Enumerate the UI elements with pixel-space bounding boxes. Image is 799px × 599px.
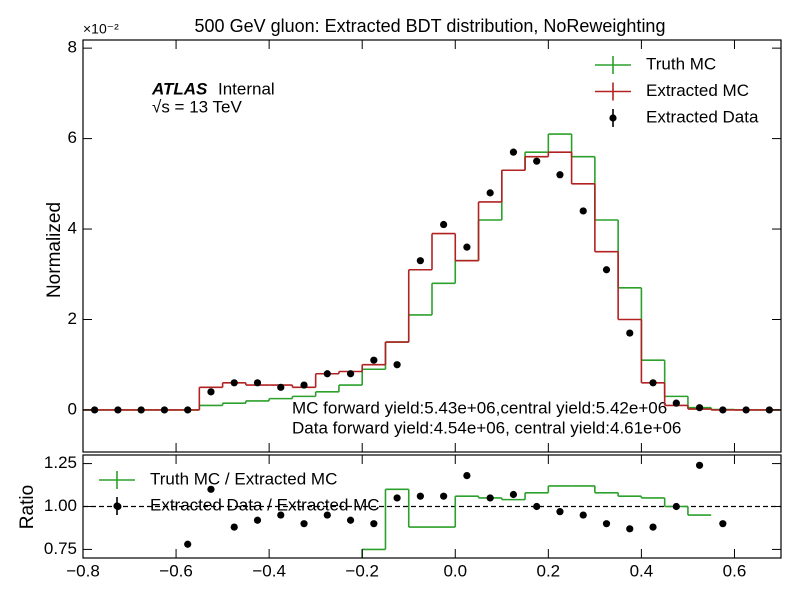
data-point [742,406,750,414]
data-point [626,525,634,533]
x-tick-label: 0.6 [723,561,747,580]
data-point [533,502,541,511]
ratio-axis-label: Ratio [17,485,38,529]
ratio-plot-area [83,461,781,558]
legend-marker [609,114,617,122]
atlas-label: ATLAS [151,79,208,98]
y-tick-label: 4 [68,219,77,238]
x-tick-label: 0.4 [630,561,654,580]
data-point [440,220,448,229]
data-point [91,406,99,414]
chart-title: 500 GeV gluon: Extracted BDT distributio… [195,16,666,36]
data-point [579,207,587,215]
data-point [556,171,564,179]
offset-label: ×10⁻² [83,21,119,37]
main-plot-area [83,133,781,414]
y-tick-label: 1.25 [44,453,77,472]
data-point [486,494,494,502]
data-point [300,520,308,528]
y-tick-label: 6 [68,128,77,147]
legend-label: Extracted Data [646,107,759,126]
data-point [765,406,773,414]
x-tick-label: −0.6 [159,561,193,580]
data-point [509,490,518,499]
data-point [277,511,285,519]
x-tick-label: 0.0 [443,561,467,580]
data-point [556,508,564,516]
x-tick-label: 0.2 [537,561,561,580]
data-point [253,379,262,387]
data-point [184,540,192,548]
x-tick-label: −0.2 [345,561,379,580]
y-tick-label: 8 [68,38,77,57]
data-point [370,520,378,528]
data-point [393,494,401,502]
data-point [230,523,238,531]
data-point [463,243,471,251]
ratio-frame [82,454,782,559]
data-point [253,516,262,524]
data-point [160,406,169,414]
atlas-status: Internal [218,79,275,98]
x-tick-label: −0.8 [66,561,100,580]
data-point [416,257,424,265]
y-tick-label: 2 [68,309,77,328]
legend-label: Extracted Data / Extracted MC [150,495,380,514]
axes: 0 2 4 6 8 Truth MC Extracted MC Extracted Data 0… [44,38,781,580]
data-point [184,406,192,414]
legend-label: Truth MC / Extracted MC [150,469,337,488]
data-point [114,406,122,414]
data-point [719,520,727,528]
y-axis-label: Normalized [44,202,65,298]
data-point [137,406,145,414]
data-point [649,523,657,531]
data-point [323,511,331,519]
data-point [695,404,704,412]
data-point [695,461,704,469]
data-point [672,399,680,407]
energy-label: √s = 13 TeV [152,97,242,116]
data-point [230,379,238,387]
data-point [719,406,727,414]
data-point [533,157,541,165]
data-point [370,356,378,364]
y-tick-label: 1.00 [44,496,77,515]
data-point [300,381,308,389]
data-point [393,361,401,369]
annotation: Data forward yield:4.54e+06, central yie… [292,418,681,437]
data-point [602,520,611,528]
data-point [626,329,634,337]
data-point [323,370,331,378]
data-point [486,189,494,197]
x-tick-label: −0.4 [252,561,286,580]
data-point [649,379,657,387]
y-tick-label: 0.75 [44,539,77,558]
data-point [440,492,448,500]
y-tick-label: 0 [68,399,77,418]
data-point [207,485,215,493]
data-point [579,511,587,519]
data-point [602,266,611,274]
data-point [416,492,424,500]
data-point [346,516,355,524]
annotation: MC forward yield:5.43e+06,central yield:… [292,398,667,417]
main-frame [82,39,782,453]
legend-label: Truth MC [646,54,716,73]
legend-label: Extracted MC [646,81,749,100]
data-point [463,472,471,480]
data-point [509,148,518,156]
legend-marker [113,502,121,510]
data-point [207,388,215,396]
data-point [672,502,680,511]
data-point [346,370,355,378]
data-point [277,383,285,391]
